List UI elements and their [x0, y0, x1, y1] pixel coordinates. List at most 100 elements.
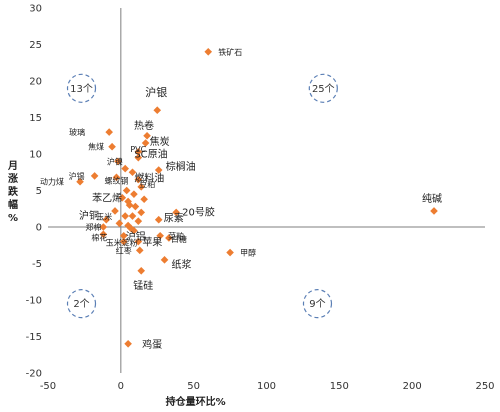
y-axis-title-char: 涨	[8, 172, 18, 185]
y-tick-label: 15	[29, 113, 42, 124]
x-tick-label: 0	[118, 381, 124, 392]
point-label: PVC	[130, 145, 146, 154]
x-tick-label: 50	[187, 381, 200, 392]
data-point	[134, 148, 143, 156]
point-label: 玉米	[96, 212, 112, 222]
point-label: 动力煤	[40, 177, 64, 187]
x-tick-label: 250	[475, 381, 494, 392]
quadrant-count-circle	[66, 73, 97, 103]
quadrant-count-label: 9个	[309, 298, 325, 310]
point-label: 燃料油	[134, 172, 164, 185]
data-point	[130, 190, 138, 198]
point-label: 红枣	[116, 245, 132, 255]
data-point	[112, 173, 121, 182]
data-point	[226, 248, 234, 257]
quadrant-count-circle	[66, 289, 97, 319]
data-point	[137, 267, 146, 275]
x-tick-label: 150	[330, 381, 349, 392]
data-point	[124, 197, 132, 206]
point-label: 纸浆	[172, 258, 192, 271]
point-label: 白糖	[171, 234, 187, 244]
point-label: 玉米淀粉	[106, 238, 138, 248]
point-label: 热卷	[134, 119, 154, 132]
point-label: 尿素	[164, 212, 184, 225]
data-point	[118, 194, 127, 202]
point-label: 甲醇	[240, 248, 256, 258]
points-layer	[76, 48, 438, 348]
data-point	[111, 207, 119, 215]
point-label: 鸡蛋	[142, 338, 162, 351]
data-point	[128, 212, 137, 220]
data-point	[134, 153, 143, 162]
point-label: 菜粕	[168, 231, 184, 241]
y-axis-title-char: 幅	[8, 198, 18, 211]
point-label: 沪镍	[107, 156, 123, 166]
point-label: 棉花	[91, 232, 107, 242]
data-point	[119, 237, 128, 246]
data-point	[153, 106, 162, 114]
data-point	[430, 207, 438, 215]
data-point	[127, 224, 135, 233]
point-label: 沪银	[145, 85, 167, 99]
quadrant-count-label: 25个	[312, 83, 335, 95]
y-tick-label: 30	[29, 4, 42, 15]
data-point	[204, 48, 213, 56]
data-point	[131, 202, 140, 211]
point-label: 纯碱	[422, 192, 442, 205]
point-label: SC原油	[134, 148, 167, 161]
data-point	[154, 215, 163, 224]
data-point	[121, 164, 130, 173]
data-point	[105, 128, 113, 136]
data-point	[134, 175, 143, 184]
y-tick-label: -15	[26, 332, 42, 343]
point-label: 铁矿石	[218, 47, 242, 57]
point-label: 焦炭	[150, 135, 170, 148]
data-point	[156, 231, 164, 240]
data-point	[76, 177, 84, 186]
point-label: 豆粕	[139, 179, 155, 189]
x-tick-label: 100	[257, 381, 276, 392]
point-label: 郑棉	[85, 222, 101, 232]
data-point	[122, 186, 131, 195]
point-label: 沪锡	[69, 171, 85, 181]
point-label: 苹果	[142, 236, 162, 249]
quadrant-labels-layer: 13个 25个 2个 9个	[66, 73, 338, 319]
y-tick-label: 10	[29, 150, 42, 161]
quadrant-count-label: 13个	[70, 83, 93, 95]
y-tick-label: 20	[29, 77, 42, 88]
x-tick-label: -50	[40, 381, 56, 392]
y-tick-label: 5	[36, 186, 42, 197]
point-label: 沪铝	[126, 230, 146, 243]
y-axis-title-char: 月	[7, 160, 18, 172]
point-label: 螺纹钢	[104, 175, 128, 185]
data-point	[134, 237, 143, 246]
data-point	[125, 201, 134, 209]
point-label: 棕榈油	[166, 160, 196, 173]
x-tick-label: 200	[403, 381, 422, 392]
data-point	[154, 166, 163, 174]
data-point	[90, 172, 99, 180]
data-point	[160, 256, 169, 264]
y-tick-label: 0	[36, 223, 42, 234]
data-point	[137, 183, 146, 191]
y-axis-title-char: 跌	[8, 185, 19, 198]
y-tick-label: -5	[32, 259, 42, 270]
point-label: 焦煤	[88, 142, 104, 152]
data-point	[115, 219, 124, 228]
y-tick-label: -10	[26, 296, 42, 307]
data-point	[121, 212, 130, 220]
point-label: 沪铜	[79, 209, 99, 222]
data-point	[114, 157, 122, 166]
point-label: 玻璃	[69, 127, 85, 137]
quadrant-count-label: 2个	[73, 298, 89, 310]
data-point	[134, 217, 143, 225]
y-axis-title-char: %	[8, 213, 18, 224]
data-point	[143, 131, 151, 140]
point-label: 苯乙烯	[92, 191, 122, 204]
data-point	[119, 231, 128, 240]
